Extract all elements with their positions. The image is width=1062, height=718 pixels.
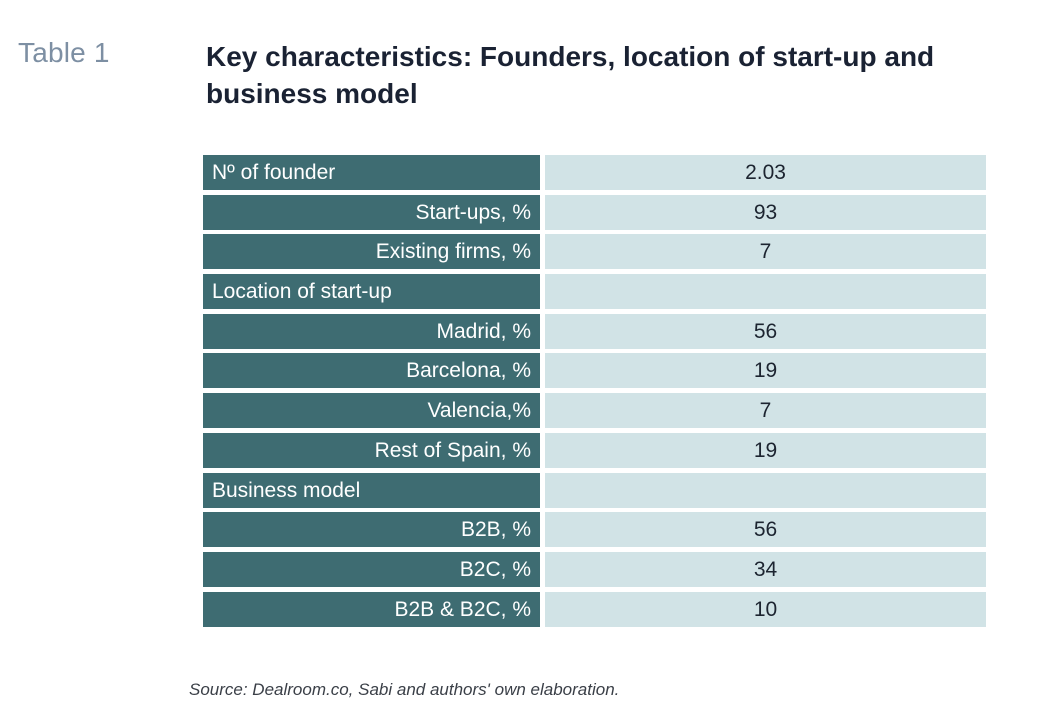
row-label: B2B, % [203,512,540,548]
table-row-valencia: Valencia,% 7 [203,393,986,429]
characteristics-table: Nº of founder 2.03 Start-ups, % 93 Exist… [203,155,986,631]
row-label: Rest of Spain, % [203,432,540,468]
row-label: Start-ups, % [203,194,540,230]
table-row-b2b-b2c: B2B & B2C, % 10 [203,591,986,627]
table-row-barcelona: Barcelona, % 19 [203,353,986,389]
row-value: 10 [545,591,986,627]
row-value: 19 [545,432,986,468]
row-value: 19 [545,353,986,389]
table-row-b2c: B2C, % 34 [203,551,986,587]
section-label: Business model [203,472,540,508]
row-value: 2.03 [545,155,986,190]
row-label: Madrid, % [203,313,540,349]
row-label: Nº of founder [203,155,540,190]
table-number-label: Table 1 [18,37,110,68]
source-note: Source: Dealroom.co, Sabi and authors' o… [189,680,620,699]
table-row-existing-firms: Existing firms, % 7 [203,234,986,270]
table-row-founders: Nº of founder 2.03 [203,155,986,190]
row-value: 34 [545,551,986,587]
row-value: 7 [545,234,986,270]
table-row-startups: Start-ups, % 93 [203,194,986,230]
table-row-b2b: B2B, % 56 [203,512,986,548]
row-value: 56 [545,512,986,548]
row-label: Valencia,% [203,393,540,429]
row-label: B2C, % [203,551,540,587]
table-title: Key characteristics: Founders, location … [206,41,935,109]
row-label: Barcelona, % [203,353,540,389]
row-value [545,472,986,508]
row-value: 93 [545,194,986,230]
table-row-location-header: Location of start-up [203,274,986,310]
section-label: Location of start-up [203,274,540,310]
row-value [545,274,986,310]
table-row-madrid: Madrid, % 56 [203,313,986,349]
row-value: 7 [545,393,986,429]
table-row-business-model-header: Business model [203,472,986,508]
row-label: B2B & B2C, % [203,591,540,627]
row-value: 56 [545,313,986,349]
row-label: Existing firms, % [203,234,540,270]
table-row-rest-of-spain: Rest of Spain, % 19 [203,432,986,468]
